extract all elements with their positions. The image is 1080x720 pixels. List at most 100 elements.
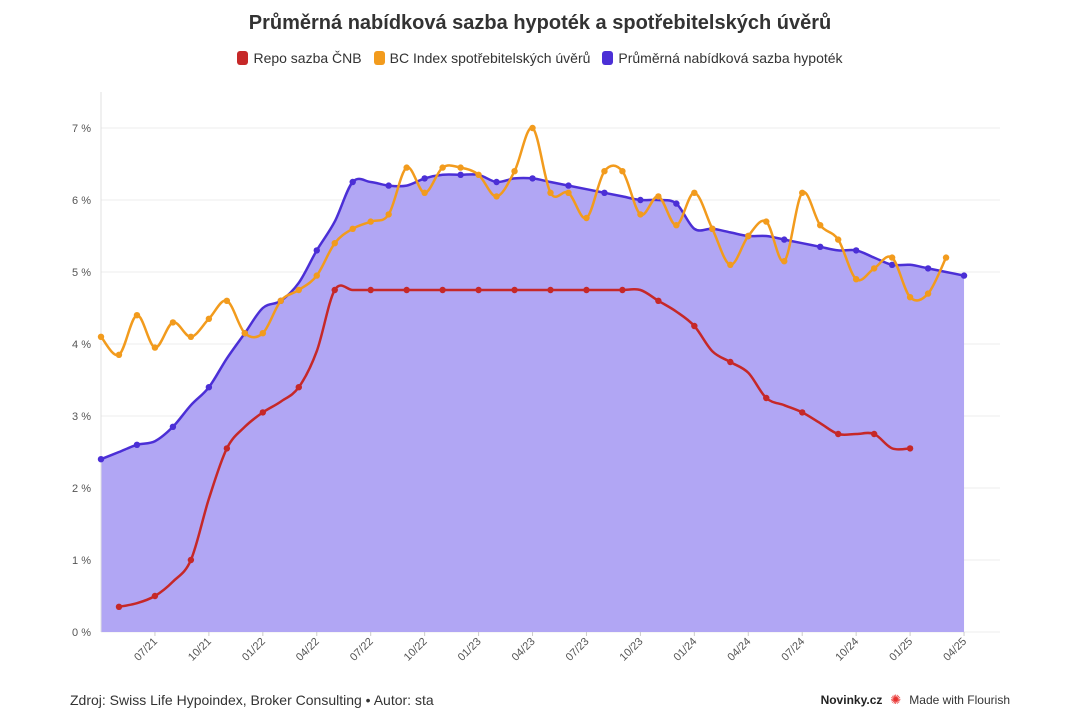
mortgage-point: [313, 247, 320, 254]
mortgage-point: [133, 441, 141, 448]
mortgage-point: [888, 261, 896, 268]
legend-label-mortgage: Průměrná nabídková sazba hypoték: [618, 50, 843, 66]
bc-index-point: [439, 164, 446, 171]
legend-swatch-repo: [237, 51, 249, 65]
x-tick-label: 07/24: [779, 636, 807, 664]
x-tick-label: 10/24: [833, 636, 861, 664]
mortgage-point: [565, 182, 572, 189]
bc-index-point: [727, 261, 734, 268]
y-tick-label: 4 %: [72, 339, 91, 351]
bc-index-point: [295, 286, 302, 294]
legend-item-mortgage[interactable]: Průměrná nabídková sazba hypoték: [602, 50, 843, 66]
repo-point: [223, 445, 231, 452]
repo-point: [547, 286, 554, 294]
repo-point: [655, 297, 662, 304]
bc-index-point: [601, 168, 608, 175]
repo-point: [475, 286, 482, 294]
bc-index-point: [151, 344, 159, 351]
bc-index-point: [924, 290, 932, 297]
repo-point: [870, 430, 878, 438]
brand-logo[interactable]: Novinky.cz: [820, 693, 883, 707]
bc-index-point: [205, 315, 213, 322]
repo-point: [151, 592, 159, 600]
mortgage-point: [421, 175, 428, 182]
bc-index-point: [637, 211, 644, 218]
repo-point: [403, 286, 410, 294]
bc-index-point: [655, 193, 662, 200]
y-tick-label: 2 %: [72, 483, 91, 495]
x-tick-label: 07/23: [564, 636, 592, 664]
repo-point: [834, 430, 842, 438]
mortgage-point: [924, 265, 932, 272]
mortgage-point: [349, 178, 356, 186]
y-tick-label: 3 %: [72, 411, 91, 423]
mortgage-point: [673, 200, 680, 207]
legend-swatch-mortgage: [602, 51, 614, 65]
y-tick-label: 7 %: [72, 123, 91, 135]
mortgage-point: [781, 236, 788, 243]
repo-point: [906, 445, 914, 452]
legend-item-bc-index[interactable]: BC Index spotřebitelských úvěrů: [373, 50, 590, 66]
source-note: Zdroj: Swiss Life Hypoindex, Broker Cons…: [70, 692, 434, 708]
bc-index-point: [852, 276, 860, 283]
repo-point: [511, 286, 518, 294]
bc-index-point: [691, 189, 698, 196]
mortgage-point: [97, 456, 105, 463]
repo-point: [763, 394, 770, 402]
bc-index-point: [277, 297, 284, 304]
bc-index-point: [259, 330, 267, 337]
bc-index-point: [493, 193, 500, 200]
legend-label-repo: Repo sazba ČNB: [253, 50, 362, 66]
legend-item-repo[interactable]: Repo sazba ČNB: [237, 50, 362, 66]
bc-index-point: [619, 168, 626, 175]
repo-point: [259, 409, 267, 416]
mortgage-point: [852, 247, 860, 254]
bc-index-point: [781, 258, 788, 265]
legend-swatch-bc-index: [373, 51, 385, 65]
bc-index-point: [385, 211, 392, 218]
x-tick-label: 07/21: [132, 636, 160, 664]
bc-index-point: [565, 189, 572, 196]
bc-index-point: [763, 218, 770, 225]
bc-index-point: [547, 189, 554, 196]
footer-branding: Novinky.cz ✺ Made with Flourish: [821, 692, 1010, 708]
bc-index-point: [241, 330, 249, 337]
bc-index-point: [331, 240, 338, 247]
mortgage-point: [385, 182, 392, 189]
bc-index-point: [799, 189, 806, 196]
repo-point: [691, 322, 698, 330]
bc-index-point: [97, 333, 105, 340]
bc-index-point: [223, 297, 231, 304]
bc-index-point: [475, 171, 482, 178]
bc-index-point: [511, 168, 518, 175]
mortgage-area-fill: [101, 174, 965, 633]
x-tick-label: 04/23: [510, 636, 538, 664]
bc-index-point: [817, 222, 824, 229]
mortgage-point: [817, 243, 824, 250]
repo-point: [727, 358, 734, 366]
mortgage-point: [529, 175, 536, 182]
bc-index-point: [169, 319, 177, 326]
repo-point: [331, 286, 338, 294]
bc-index-point: [457, 164, 464, 171]
bc-index-point: [870, 265, 878, 272]
mortgage-point: [637, 196, 644, 204]
bc-index-point: [403, 164, 410, 171]
bc-index-point: [745, 232, 752, 240]
bc-index-point: [834, 236, 842, 243]
bc-index-point: [906, 294, 914, 301]
made-with-flourish-link[interactable]: Made with Flourish: [909, 693, 1010, 707]
y-tick-label: 1 %: [72, 555, 91, 567]
repo-point: [367, 286, 374, 294]
bc-index-point: [115, 351, 123, 358]
flourish-burst-icon: ✺: [890, 692, 902, 707]
bc-index-point: [673, 222, 680, 229]
x-tick-label: 07/22: [348, 636, 376, 664]
repo-point: [115, 603, 123, 610]
x-tick-label: 01/22: [240, 636, 268, 664]
x-tick-label: 04/24: [725, 636, 753, 664]
x-tick-label: 01/24: [672, 636, 700, 664]
x-tick-label: 10/21: [186, 636, 214, 664]
y-tick-label: 5 %: [72, 267, 91, 279]
